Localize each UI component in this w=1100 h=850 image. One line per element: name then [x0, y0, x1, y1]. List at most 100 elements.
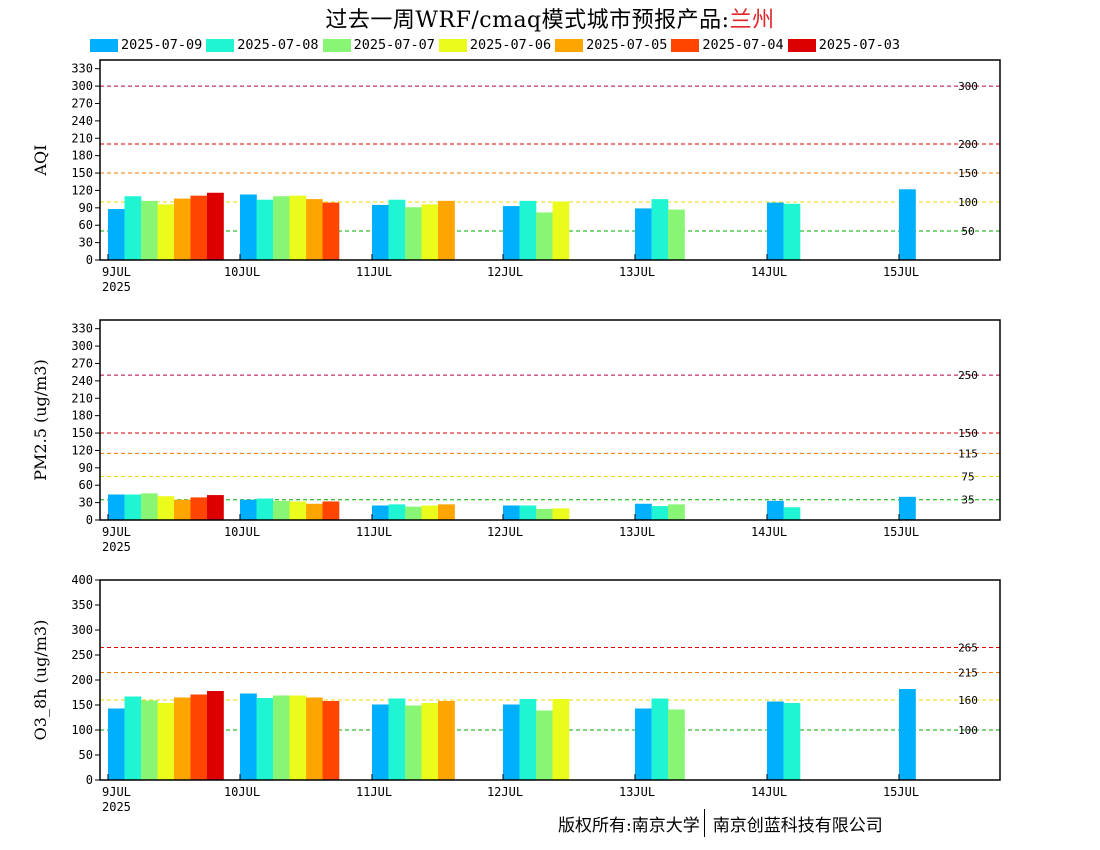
- x-year-label: 2025: [102, 540, 131, 554]
- bar: [141, 200, 158, 260]
- bar: [421, 505, 439, 520]
- x-tick-label: 11JUL: [356, 525, 392, 539]
- bar: [289, 695, 307, 780]
- legend-item: 2025-07-08: [206, 36, 319, 54]
- y-axis-label: PM2.5 (ug/m3): [31, 359, 50, 480]
- threshold-label: 215: [958, 667, 978, 680]
- threshold-label: 250: [958, 369, 978, 382]
- y-axis-label: O3_8h (ug/m3): [31, 620, 50, 741]
- bar: [767, 701, 784, 780]
- y-tick-label: 300: [71, 623, 93, 637]
- y-axis-label: AQI: [31, 145, 50, 177]
- y-tick-label: 300: [71, 79, 93, 93]
- x-year-label: 2025: [102, 800, 131, 814]
- bar: [388, 504, 406, 520]
- bar: [405, 506, 422, 520]
- bar: [174, 198, 191, 260]
- footer: 版权所有:南京大学 南京创蓝科技有限公司: [558, 808, 883, 838]
- bar: [519, 200, 537, 260]
- x-tick-label: 9JUL: [102, 785, 131, 799]
- y-tick-label: 60: [79, 478, 93, 492]
- x-tick-label: 14JUL: [751, 785, 787, 799]
- bar: [388, 698, 406, 780]
- bar: [372, 704, 389, 780]
- bar: [306, 199, 323, 260]
- bar: [372, 505, 389, 520]
- plot-frame: [99, 59, 1001, 261]
- legend-swatch: [90, 38, 118, 52]
- threshold-label: 100: [958, 196, 978, 209]
- bar: [240, 194, 257, 260]
- bar: [651, 698, 669, 780]
- x-tick-label: 10JUL: [224, 265, 260, 279]
- bar: [899, 189, 916, 260]
- y-tick-label: 210: [71, 131, 93, 145]
- bar: [438, 504, 455, 520]
- legend-item: 2025-07-09: [90, 36, 202, 54]
- x-tick-label: 13JUL: [619, 265, 655, 279]
- bar: [668, 504, 685, 520]
- chart-panel-2: 250 150 115 75 35 0 30 60 90 120 150 180 210 240 270 30…: [31, 319, 1001, 554]
- bar: [207, 192, 224, 260]
- bar: [190, 694, 208, 780]
- bar: [552, 508, 570, 520]
- x-tick-label: 11JUL: [356, 785, 392, 799]
- x-year-label: 2025: [102, 280, 131, 294]
- plot-frame: [99, 319, 1001, 521]
- y-tick-label: 210: [71, 391, 93, 405]
- bar: [899, 496, 916, 520]
- x-tick-label: 12JUL: [487, 785, 523, 799]
- threshold-label: 150: [958, 167, 978, 180]
- x-tick-label: 14JUL: [751, 525, 787, 539]
- y-tick-label: 150: [71, 698, 93, 712]
- legend-label: 2025-07-05: [586, 37, 668, 53]
- y-tick-label: 240: [71, 374, 93, 388]
- legend-item: 2025-07-06: [438, 36, 551, 54]
- x-tick-label: 14JUL: [751, 265, 787, 279]
- bar: [322, 701, 340, 780]
- bar: [240, 693, 257, 780]
- bar: [273, 500, 290, 520]
- x-tick-label: 15JUL: [883, 525, 919, 539]
- threshold-label: 50: [961, 225, 974, 238]
- bar: [519, 505, 537, 520]
- x-tick-label: 12JUL: [487, 525, 523, 539]
- x-tick-label: 9JUL: [102, 265, 131, 279]
- bar: [289, 501, 307, 520]
- x-tick-label: 15JUL: [883, 785, 919, 799]
- bar: [190, 497, 208, 520]
- legend-item: 2025-07-07: [322, 36, 435, 54]
- bar: [124, 196, 142, 260]
- y-tick-label: 90: [79, 461, 93, 475]
- y-tick-label: 120: [71, 183, 93, 197]
- y-tick-label: 150: [71, 426, 93, 440]
- y-tick-label: 90: [79, 201, 93, 215]
- bar: [141, 493, 158, 520]
- legend-swatch: [438, 38, 467, 52]
- y-tick-label: 270: [71, 96, 93, 110]
- bar: [322, 202, 340, 260]
- legend-label: 2025-07-07: [353, 37, 435, 53]
- bar: [322, 501, 340, 520]
- threshold-label: 115: [958, 447, 978, 460]
- bar: [207, 495, 224, 520]
- bar: [552, 699, 570, 780]
- y-tick-label: 30: [79, 236, 93, 250]
- bar: [388, 199, 406, 260]
- bar: [552, 201, 570, 260]
- y-tick-label: 270: [71, 356, 93, 370]
- chart-panel-1: 300 200 150 100 50 0 30 60 90 120 150 180 210 240 270 3…: [31, 59, 1001, 294]
- bar: [767, 202, 784, 260]
- threshold-label: 300: [958, 80, 978, 93]
- bar: [273, 695, 290, 780]
- y-tick-label: 180: [71, 409, 93, 423]
- y-tick-label: 400: [71, 573, 93, 587]
- y-tick-label: 0: [86, 513, 93, 527]
- x-tick-label: 13JUL: [619, 785, 655, 799]
- threshold-label: 200: [958, 138, 978, 151]
- legend-label: 2025-07-09: [121, 37, 203, 53]
- bar: [421, 703, 439, 780]
- bar: [405, 207, 422, 260]
- title-main: 过去一周WRF/cmaq模式城市预报产品:: [325, 8, 730, 33]
- threshold-label: 35: [961, 494, 974, 507]
